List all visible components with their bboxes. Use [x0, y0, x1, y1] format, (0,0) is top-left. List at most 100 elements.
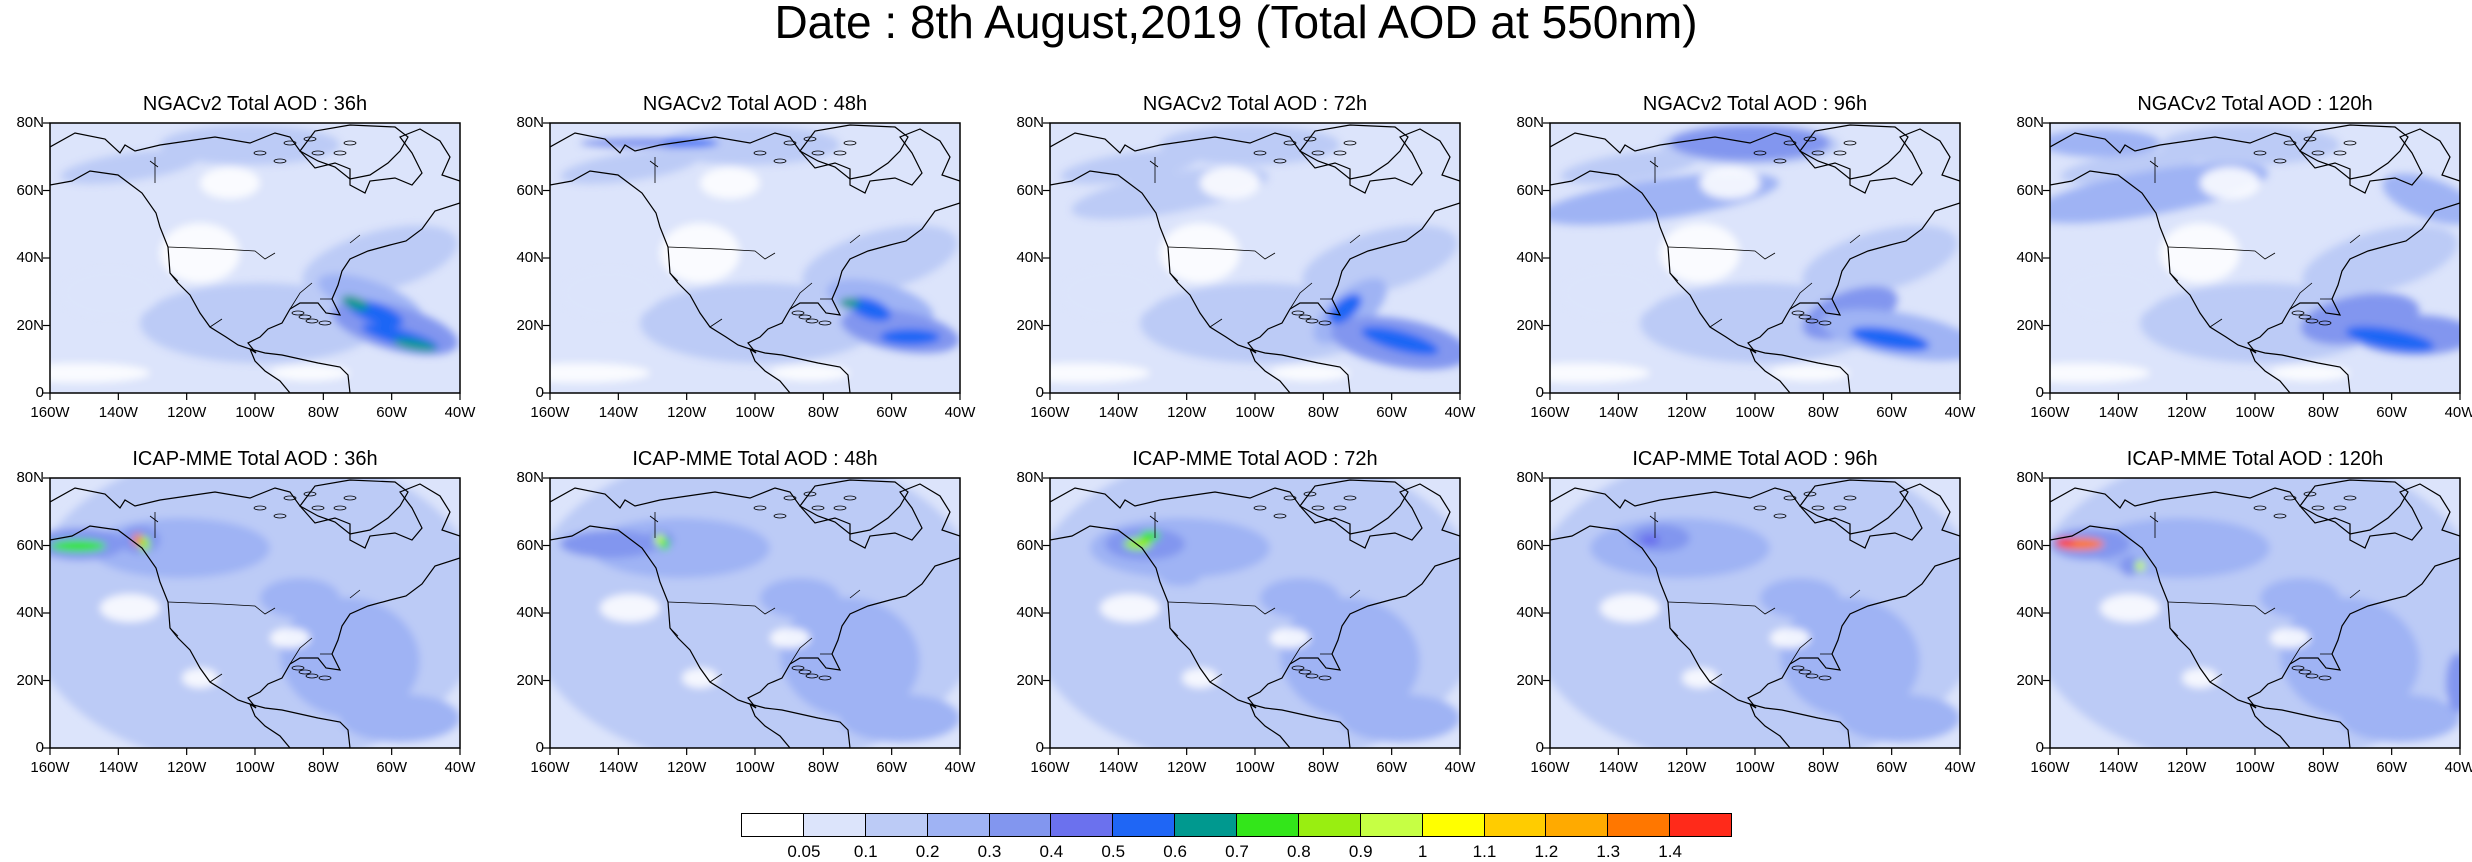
colorbar-label: 1.2 — [1534, 842, 1559, 861]
x-tick-label: 100W — [2235, 404, 2275, 421]
island-outline — [1318, 320, 1332, 326]
aod-blob — [60, 150, 200, 184]
coastline-details — [1169, 589, 1361, 683]
clear-patch — [2182, 668, 2218, 688]
island-outline — [1805, 673, 1819, 679]
island-outline — [1843, 495, 1857, 501]
x-tick-label: 60W — [876, 404, 908, 421]
island-outline — [1818, 320, 1832, 326]
x-tick-label: 80W — [2307, 759, 2339, 776]
x-tick-label: 140W — [2098, 759, 2138, 776]
island-outline — [1783, 140, 1797, 146]
x-tick-label: 160W — [2030, 404, 2070, 421]
x-tick-label: 80W — [1807, 404, 1839, 421]
x-tick-label: 160W — [1030, 404, 1070, 421]
island-outline — [833, 150, 847, 156]
panel-title: ICAP-MME Total AOD : 48h — [632, 448, 878, 470]
island-outline — [798, 314, 812, 320]
map-panel-ngac-96h: NGACv2 Total AOD : 96h 0 20N 40N 60N 80N 160W… — [1516, 93, 1975, 421]
y-tick-label: 40N — [16, 604, 44, 621]
aod-blob — [840, 298, 860, 308]
aod-field — [1550, 478, 1960, 748]
x-tick-label: 60W — [1376, 759, 1408, 776]
y-tick-label: 20N — [1016, 316, 1044, 334]
aod-blob — [760, 578, 840, 618]
y-tick-label: 0 — [535, 739, 544, 756]
colorbar-swatch — [1112, 813, 1176, 837]
clear-patch — [1660, 223, 1740, 283]
y-tick-label: 60N — [2016, 181, 2044, 199]
map-field — [1050, 478, 1460, 748]
y-tick-label: 0 — [2035, 739, 2044, 756]
aod-blob — [341, 295, 369, 311]
aod-blob — [1160, 125, 1340, 165]
map-field — [550, 478, 960, 748]
x-tick-label: 160W — [530, 759, 570, 776]
island-outline — [1343, 495, 1357, 501]
island-outline — [1803, 136, 1817, 142]
clear-patch — [2200, 167, 2260, 199]
aod-blob — [780, 597, 920, 719]
island-outline — [798, 669, 812, 675]
clear-patch — [770, 628, 810, 648]
y-tick-label: 60N — [16, 181, 44, 199]
colorbar-label: 0.6 — [1163, 842, 1187, 861]
island-outline — [811, 150, 825, 156]
panel-title: NGACv2 Total AOD : 48h — [642, 93, 868, 115]
colorbar-label: 0.5 — [1101, 842, 1126, 861]
map-canvas — [1043, 477, 1461, 755]
island-outline — [2291, 310, 2305, 316]
island-outline — [318, 320, 332, 326]
aod-blob — [2055, 538, 2075, 546]
aod-blob — [880, 329, 940, 345]
aod-blob — [140, 283, 380, 363]
clear-patch — [660, 223, 740, 283]
country-borders — [149, 512, 276, 615]
island-outline — [1843, 140, 1857, 146]
y-tick-label: 60N — [1516, 536, 1544, 554]
y-tick-label: 20N — [1016, 671, 1044, 689]
x-tick-label: 80W — [1307, 759, 1339, 776]
panel-title: NGACv2 Total AOD : 72h — [1142, 93, 1368, 115]
x-tick-label: 40W — [944, 404, 976, 421]
coastline-details — [169, 234, 361, 328]
greenland-outline — [1299, 124, 1409, 180]
north-america-outline — [550, 483, 960, 709]
aod-blob — [140, 536, 150, 552]
aod-blob — [2280, 597, 2420, 719]
island-outline — [811, 505, 825, 511]
aod-field — [50, 125, 459, 383]
island-outline — [1803, 491, 1817, 497]
clear-patch — [1600, 594, 1660, 622]
map-field — [2050, 478, 2460, 748]
aod-blob — [1560, 267, 1660, 319]
clear-patch — [1182, 668, 1218, 688]
island-outline — [253, 150, 267, 156]
island-outline — [1753, 150, 1767, 156]
y-tick-label: 40N — [516, 604, 544, 621]
figure-title: Date : 8th August,2019 (Total AOD at 550… — [774, 0, 1698, 48]
aod-blob — [1840, 694, 1960, 742]
map-panel-icap-48h: ICAP-MME Total AOD : 48h 0 20N 40N 60N 80N 16… — [516, 448, 975, 776]
aod-blob — [560, 150, 700, 184]
aod-blob — [840, 694, 960, 742]
country-borders — [1149, 157, 1276, 260]
clear-patch — [2050, 363, 2150, 383]
country-borders — [2149, 157, 2276, 260]
country-borders — [1649, 157, 1776, 260]
aod-field — [1050, 478, 1460, 748]
aod-blob — [802, 225, 958, 297]
y-tick-label: 60N — [16, 536, 44, 554]
north-america-outline — [1050, 483, 1460, 709]
aod-blob — [2340, 694, 2460, 742]
country-borders — [2149, 512, 2276, 615]
colorbar-label: 1 — [1417, 842, 1428, 861]
x-tick-label: 40W — [2444, 759, 2472, 776]
aod-blob — [393, 338, 437, 352]
x-tick-label: 140W — [1598, 404, 1638, 421]
aod-blob — [1124, 538, 1152, 550]
map-field — [1550, 478, 1960, 748]
y-tick-label: 20N — [516, 671, 544, 689]
x-tick-label: 120W — [1667, 404, 1707, 421]
aod-blob — [1850, 326, 1930, 352]
